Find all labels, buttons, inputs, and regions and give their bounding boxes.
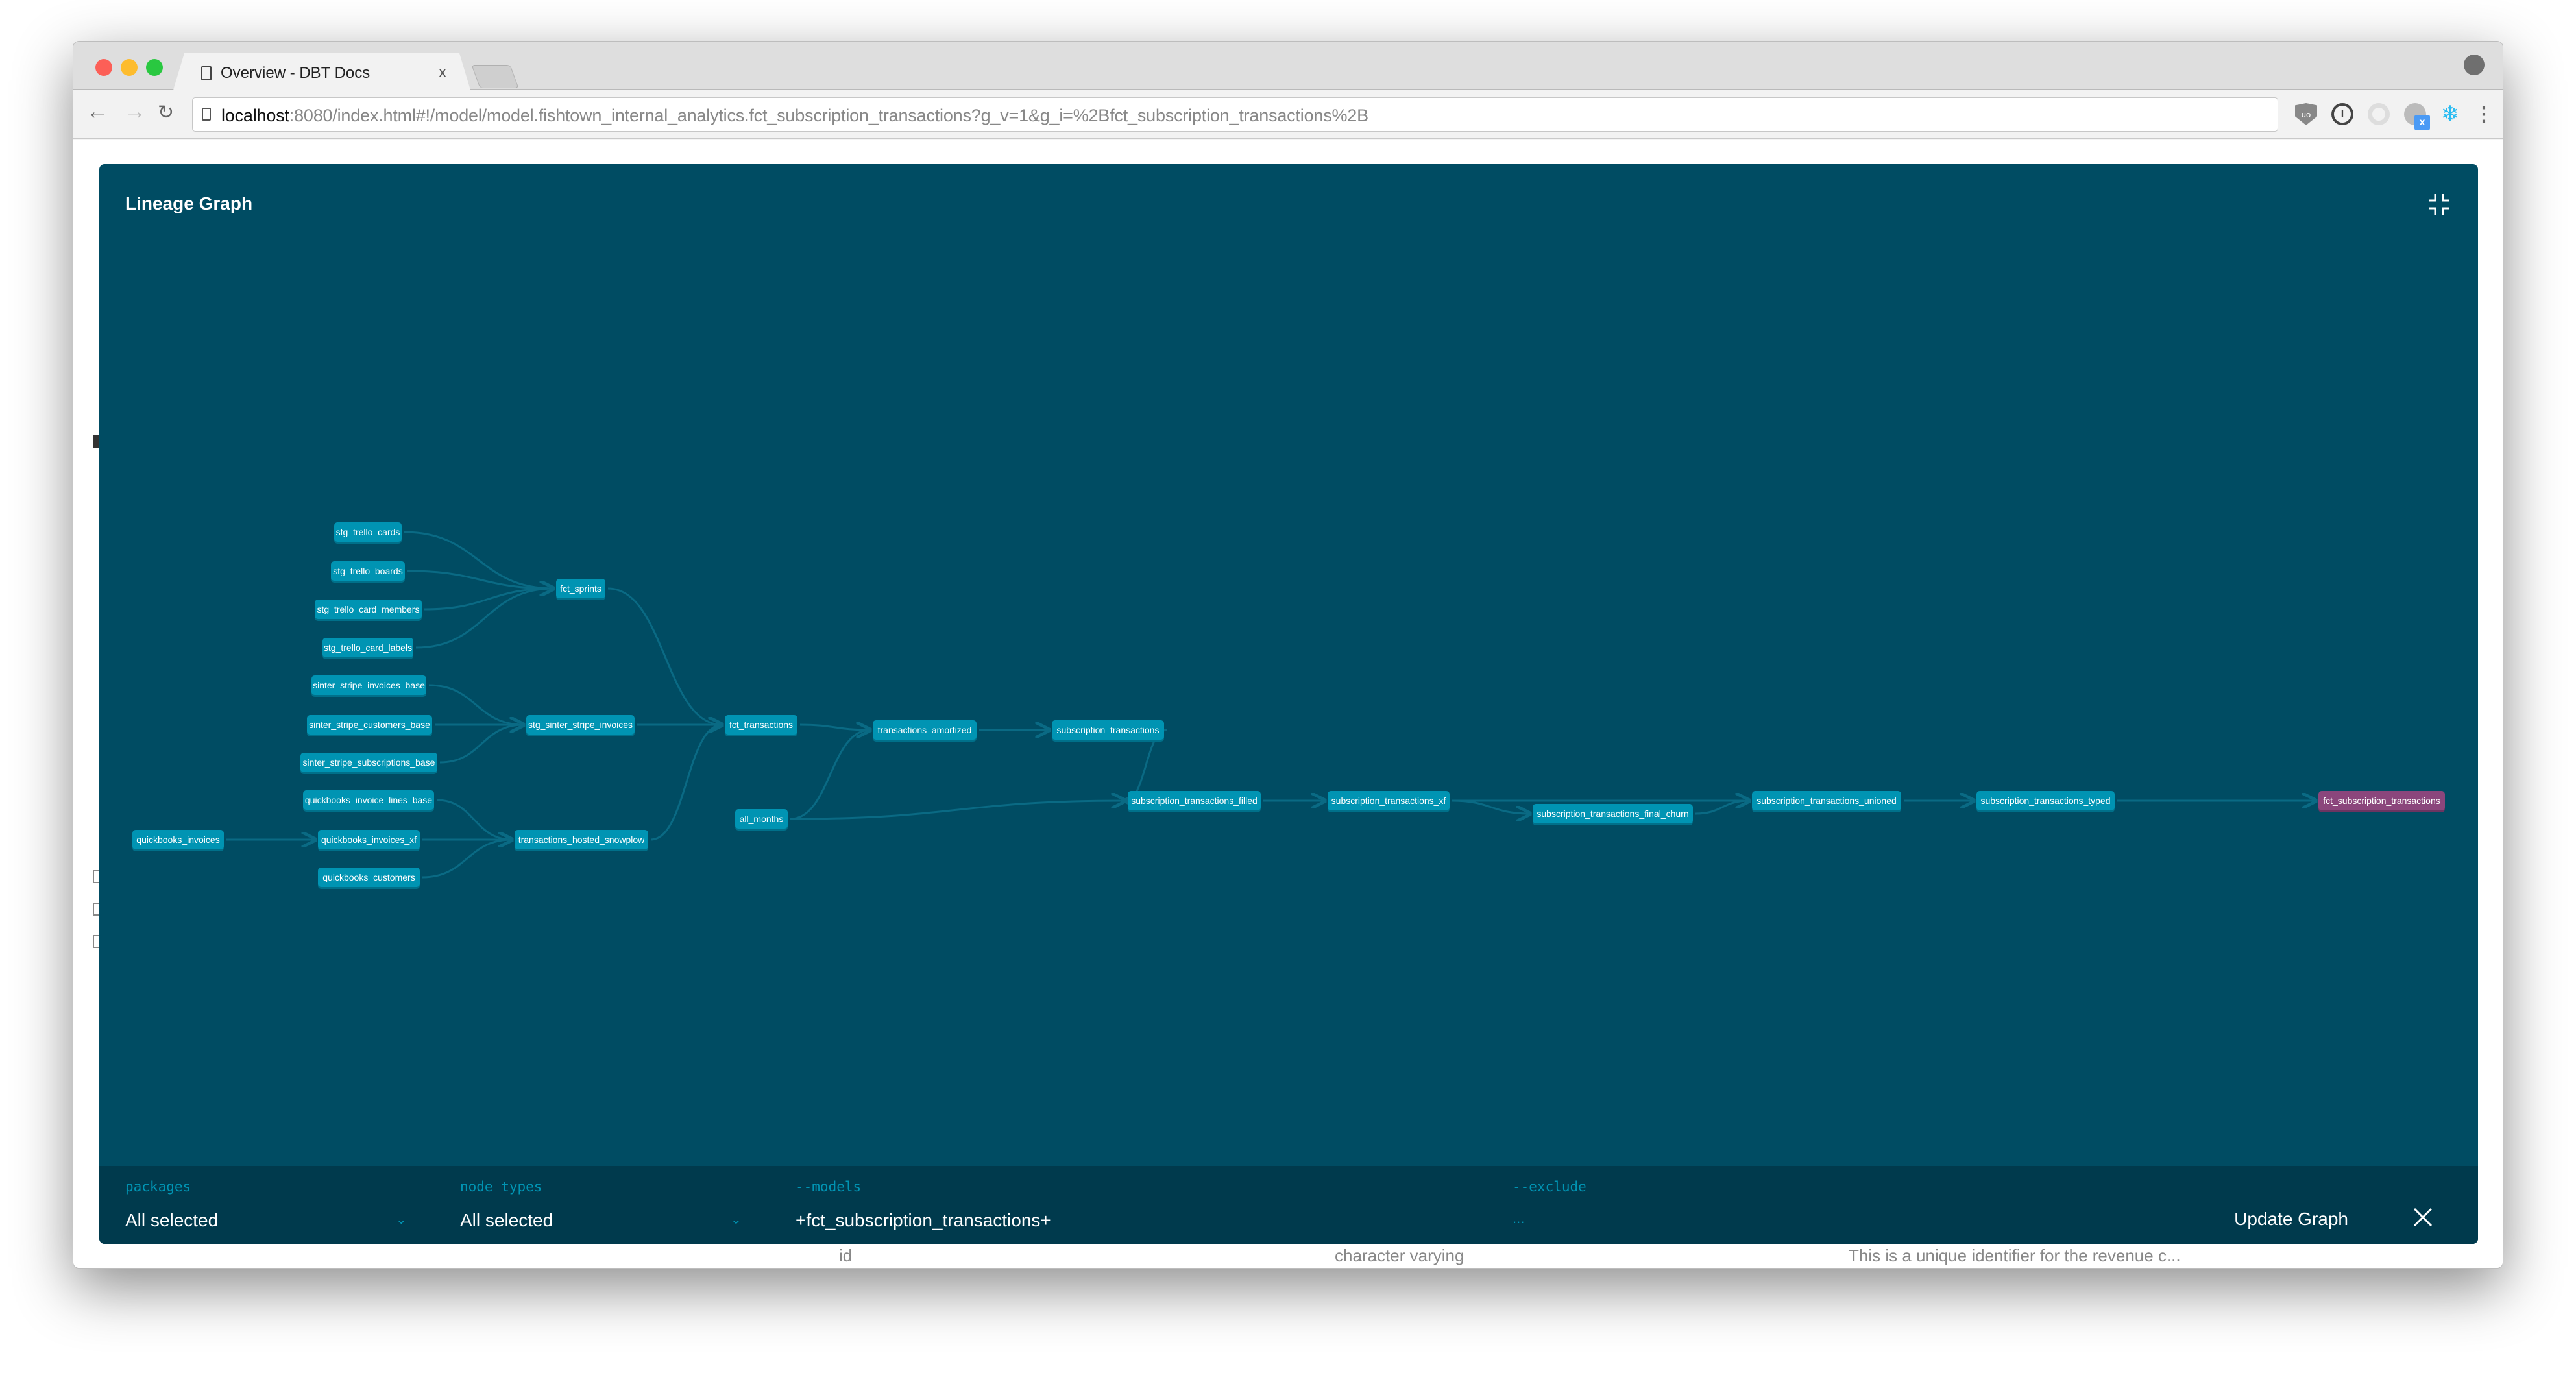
graph-node[interactable]: stg_trello_card_members: [315, 600, 422, 619]
browser-toolbar: ← → ↻ localhost:8080/index.html#!/model/…: [73, 90, 2503, 139]
opera-icon[interactable]: [2368, 103, 2390, 125]
graph-edge: [422, 840, 512, 879]
browser-window: Overview - DBT Docs x ← → ↻ localhost:80…: [73, 41, 2503, 1269]
graph-edge: [1695, 801, 1749, 815]
graph-node[interactable]: subscription_transactions_unioned: [1752, 791, 1901, 810]
graph-edge: [404, 531, 553, 589]
graph-node[interactable]: stg_sinter_stripe_invoices: [526, 715, 635, 735]
graph-edge: [424, 589, 553, 611]
profile-icon[interactable]: [2464, 55, 2485, 75]
graph-edge: [428, 684, 524, 725]
document-icon: [201, 66, 212, 80]
graph-node[interactable]: fct_transactions: [725, 715, 797, 735]
address-bar[interactable]: localhost:8080/index.html#!/model/model.…: [192, 97, 2278, 132]
column-type: character varying: [1335, 1246, 1464, 1265]
graph-node[interactable]: fct_subscription_transactions: [2318, 791, 2445, 810]
tab-close-button[interactable]: x: [439, 64, 446, 81]
url-text: localhost:8080/index.html#!/model/model.…: [221, 106, 1368, 126]
graph-edge: [436, 799, 512, 840]
menu-icon[interactable]: ⋮: [2474, 103, 2494, 125]
extension-badge: x: [2414, 115, 2430, 130]
column-description: This is a unique identifier for the reve…: [1849, 1246, 2181, 1265]
maximize-window-button[interactable]: [146, 59, 163, 76]
graph-edge: [650, 725, 722, 841]
graph-node[interactable]: sinter_stripe_customers_base: [307, 715, 432, 735]
column-name: id: [839, 1246, 853, 1265]
graph-node[interactable]: stg_trello_cards: [334, 522, 402, 542]
tab-title: Overview - DBT Docs: [221, 64, 371, 82]
chevron-down-icon[interactable]: ⌄: [396, 1213, 407, 1227]
ublock-icon[interactable]: uo: [2295, 103, 2317, 125]
node-types-select[interactable]: All selected: [460, 1210, 553, 1230]
packages-select[interactable]: All selected: [125, 1210, 219, 1230]
url-host: localhost: [221, 106, 289, 125]
graph-edge: [407, 570, 553, 589]
toggl-icon[interactable]: x: [2404, 103, 2430, 130]
graph-node[interactable]: all_months: [735, 809, 788, 829]
models-label: --models: [796, 1179, 862, 1195]
graph-node[interactable]: subscription_transactions_typed: [1976, 791, 2115, 810]
graph-edge: [607, 587, 722, 725]
graph-node[interactable]: quickbooks_invoices: [132, 830, 224, 849]
reload-icon[interactable]: ↻: [158, 102, 175, 123]
models-input[interactable]: +fct_subscription_transactions+: [796, 1210, 1051, 1230]
graph-node[interactable]: subscription_transactions: [1052, 720, 1164, 740]
graph-node[interactable]: quickbooks_invoices_xf: [318, 830, 420, 849]
packages-label: packages: [125, 1179, 191, 1195]
graph-edge: [1452, 799, 1530, 814]
url-path: :8080/index.html#!/model/model.fishtown_…: [289, 106, 1368, 125]
back-icon[interactable]: ←: [86, 99, 108, 124]
forward-icon[interactable]: →: [124, 99, 146, 124]
browser-tab[interactable]: Overview - DBT Docs x: [173, 53, 471, 92]
node-types-label: node types: [460, 1179, 542, 1195]
graph-edge: [799, 725, 870, 730]
1password-icon[interactable]: I: [2331, 103, 2353, 125]
graph-node[interactable]: transactions_amortized: [873, 720, 977, 740]
graph-node[interactable]: sinter_stripe_invoices_base: [311, 675, 426, 695]
graph-edge: [790, 730, 870, 820]
new-tab-button[interactable]: [471, 65, 519, 88]
graph-edge: [415, 589, 553, 649]
modal-title: Lineage Graph: [125, 193, 253, 213]
graph-node[interactable]: subscription_transactions_final_churn: [1533, 804, 1693, 823]
graph-node[interactable]: stg_trello_card_labels: [322, 638, 413, 657]
graph-node[interactable]: sinter_stripe_subscriptions_base: [300, 753, 437, 772]
update-graph-button[interactable]: Update Graph: [2234, 1209, 2348, 1229]
lineage-graph-canvas[interactable]: [99, 164, 2478, 1167]
lineage-graph-modal: stg_trello_cards stg_trello_boards stg_tre…: [99, 164, 2478, 1244]
page-icon: [202, 108, 211, 121]
graph-node[interactable]: quickbooks_invoice_lines_base: [303, 790, 434, 810]
graph-node[interactable]: subscription_transactions_xf: [1328, 791, 1450, 810]
chevron-down-icon[interactable]: ⌄: [731, 1213, 742, 1227]
graph-node[interactable]: quickbooks_customers: [318, 868, 420, 887]
snowflake-icon[interactable]: ❄: [2440, 102, 2460, 127]
graph-filter-bar: packages All selected ⌄ node types All s…: [99, 1166, 2478, 1244]
minimize-window-button[interactable]: [121, 59, 138, 76]
close-icon[interactable]: [2412, 1206, 2434, 1228]
tab-bar: Overview - DBT Docs x: [73, 42, 2503, 90]
graph-node[interactable]: fct_sprints: [556, 579, 605, 598]
exclude-label: --exclude: [1513, 1179, 1586, 1195]
graph-edge: [439, 725, 524, 764]
graph-edge: [1125, 729, 1167, 801]
graph-edge: [790, 801, 1125, 820]
graph-node[interactable]: transactions_hosted_snowplow: [515, 830, 648, 849]
close-window-button[interactable]: [95, 59, 112, 76]
graph-node[interactable]: subscription_transactions_filled: [1128, 791, 1261, 810]
page-content: id character varying This is a unique id…: [73, 140, 2503, 1268]
graph-node[interactable]: stg_trello_boards: [331, 561, 405, 581]
exclude-input[interactable]: ...: [1513, 1210, 1525, 1226]
collapse-icon[interactable]: [2426, 191, 2452, 217]
